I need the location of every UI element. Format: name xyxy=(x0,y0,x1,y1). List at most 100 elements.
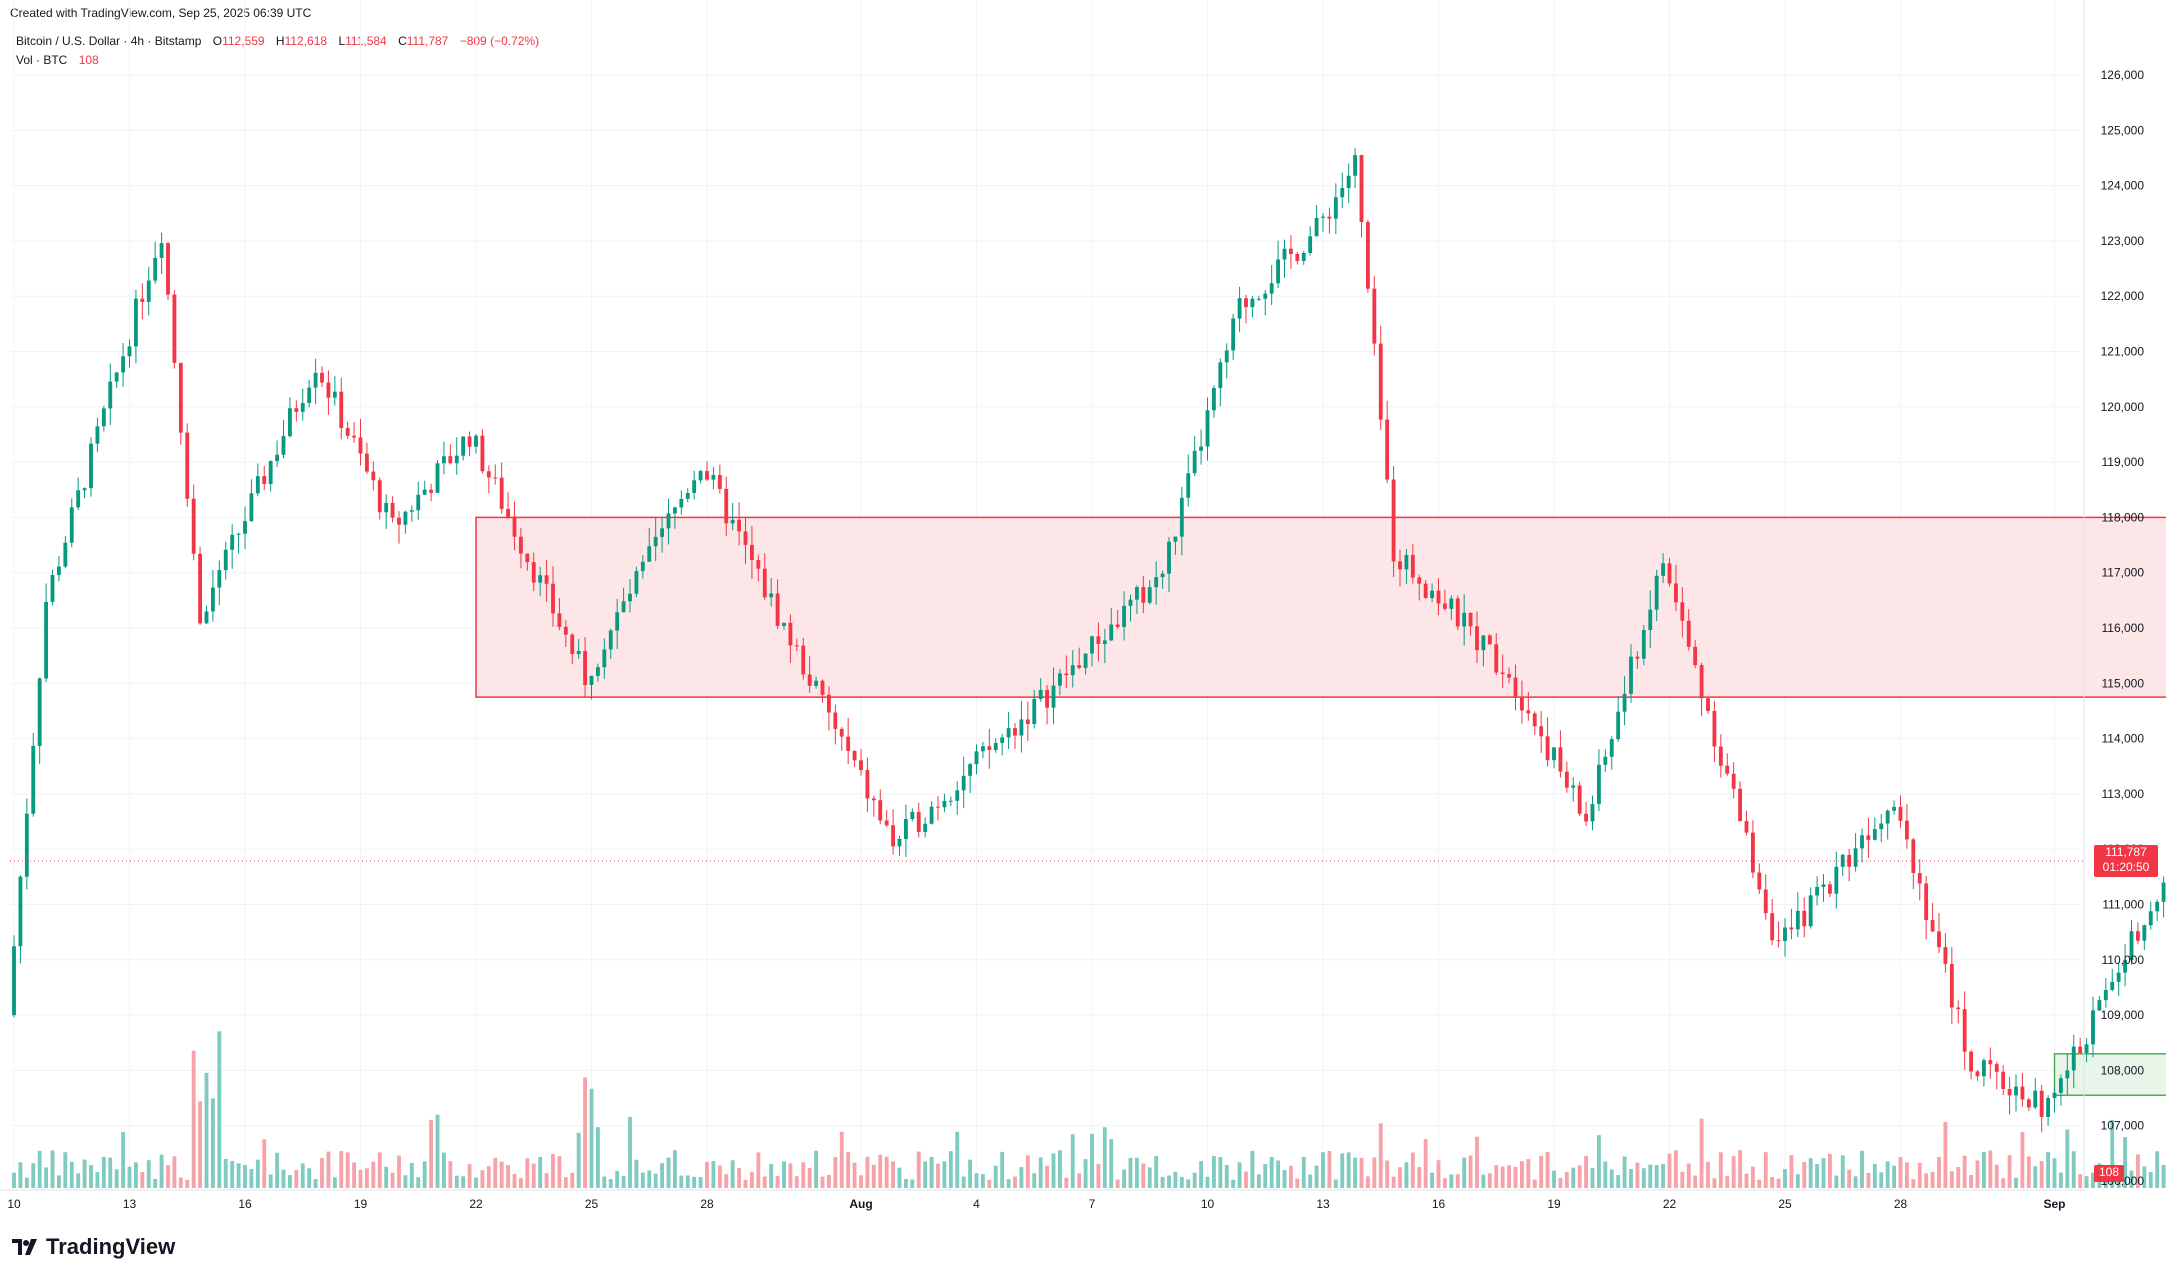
volume-bar xyxy=(1860,1150,1864,1188)
time-tick-label: 22 xyxy=(1663,1197,1677,1211)
time-tick-label: 22 xyxy=(469,1197,483,1211)
candle-up xyxy=(1853,848,1858,867)
volume-bar xyxy=(1718,1152,1723,1188)
candle-up xyxy=(711,474,716,480)
volume-bar xyxy=(1571,1167,1576,1188)
candle-up xyxy=(114,372,119,382)
volume-bar xyxy=(666,1157,671,1188)
volume-bar xyxy=(1115,1179,1120,1188)
volume-bar xyxy=(108,1157,113,1188)
candle-up xyxy=(1250,298,1255,308)
price-tick-label: 115,000 xyxy=(2102,676,2145,690)
candle-up xyxy=(1981,1060,1986,1077)
candle-up xyxy=(44,601,49,679)
volume-bar xyxy=(1333,1179,1338,1188)
candle-up xyxy=(903,818,908,839)
candle-up xyxy=(31,745,36,814)
time-tick-label: 10 xyxy=(7,1197,21,1211)
candle-down xyxy=(846,736,851,751)
volume-bar xyxy=(544,1173,549,1188)
candle-down xyxy=(1956,1007,1961,1010)
volume-bar xyxy=(1436,1160,1441,1188)
candle-up xyxy=(1000,737,1005,743)
volume-bar xyxy=(1282,1170,1287,1188)
volume-bar xyxy=(1006,1179,1011,1188)
volume-bar xyxy=(435,1114,440,1188)
candle-up xyxy=(692,480,697,493)
candle-up xyxy=(910,811,915,819)
volume-bar xyxy=(955,1131,960,1188)
candle-up xyxy=(1783,927,1787,942)
volume-bar xyxy=(1584,1155,1589,1188)
candle-up xyxy=(1179,497,1184,537)
candle-down xyxy=(185,432,190,499)
symbol-legend[interactable]: Bitcoin / U.S. Dollar · 4h · Bitstamp O1… xyxy=(16,34,539,48)
candle-up xyxy=(1321,216,1325,218)
candle-down xyxy=(1763,889,1768,914)
volume-bar xyxy=(615,1170,620,1188)
candle-down xyxy=(512,516,517,537)
candle-down xyxy=(1699,665,1704,699)
candle-up xyxy=(1629,656,1633,694)
volume-bar xyxy=(775,1175,780,1188)
tradingview-logo[interactable]: TradingView xyxy=(12,1234,175,1260)
candle-down xyxy=(1096,636,1101,644)
volume-bar xyxy=(332,1177,337,1188)
volume-bar xyxy=(1872,1163,1877,1188)
candle-down xyxy=(1975,1071,1980,1077)
volume-bar xyxy=(255,1159,260,1188)
candle-up xyxy=(2084,1044,2089,1053)
candle-up xyxy=(1616,711,1621,740)
volume-bar xyxy=(1706,1161,1710,1188)
volume-bar xyxy=(2135,1154,2140,1188)
volume-bar xyxy=(429,1119,434,1188)
candle-down xyxy=(852,750,857,761)
candle-up xyxy=(897,838,902,847)
candle-up xyxy=(2110,981,2115,990)
candle-up xyxy=(1070,665,1075,676)
candle-up xyxy=(1032,698,1037,725)
candle-up xyxy=(1872,829,1877,840)
candle-up xyxy=(589,675,594,685)
candle-up xyxy=(685,492,690,499)
candle-down xyxy=(1365,222,1370,289)
volume-bar xyxy=(474,1177,478,1188)
candle-down xyxy=(499,477,504,509)
volume-bar xyxy=(114,1169,119,1188)
candle-down xyxy=(262,476,267,484)
candle-up xyxy=(153,257,158,281)
candle-down xyxy=(839,728,844,737)
candle-down xyxy=(320,372,324,383)
volume-bar xyxy=(178,1177,183,1188)
candle-down xyxy=(756,560,761,569)
candle-down xyxy=(1519,696,1524,711)
symbol-name: Bitcoin / U.S. Dollar · 4h · Bitstamp xyxy=(16,34,202,48)
volume-bar xyxy=(1917,1162,1922,1188)
volume-bar xyxy=(1673,1150,1678,1188)
candle-up xyxy=(422,489,427,495)
volume-bar xyxy=(24,1177,29,1188)
volume-bar xyxy=(313,1179,318,1188)
candle-down xyxy=(1423,583,1428,599)
volume-bar xyxy=(345,1152,350,1188)
volume-bar xyxy=(897,1167,902,1188)
price-tick-label: 109,000 xyxy=(2101,1008,2145,1022)
candle-down xyxy=(583,651,588,685)
candle-up xyxy=(1256,298,1261,300)
price-tick-label: 111,000 xyxy=(2102,898,2144,912)
volume-bar xyxy=(820,1176,825,1188)
volume-bar xyxy=(538,1157,543,1188)
candle-down xyxy=(390,502,395,518)
candle-up xyxy=(1122,605,1127,628)
volume-bar xyxy=(422,1161,427,1188)
volume-bar xyxy=(18,1162,23,1188)
volume-bar xyxy=(1423,1138,1428,1188)
volume-legend[interactable]: Vol · BTC 108 xyxy=(16,53,99,67)
volume-bar xyxy=(788,1163,793,1188)
candle-up xyxy=(1654,575,1659,610)
volume-bar xyxy=(634,1159,639,1188)
volume-bar xyxy=(82,1159,87,1188)
volume-bar xyxy=(2161,1165,2166,1188)
volume-bar xyxy=(153,1178,158,1188)
